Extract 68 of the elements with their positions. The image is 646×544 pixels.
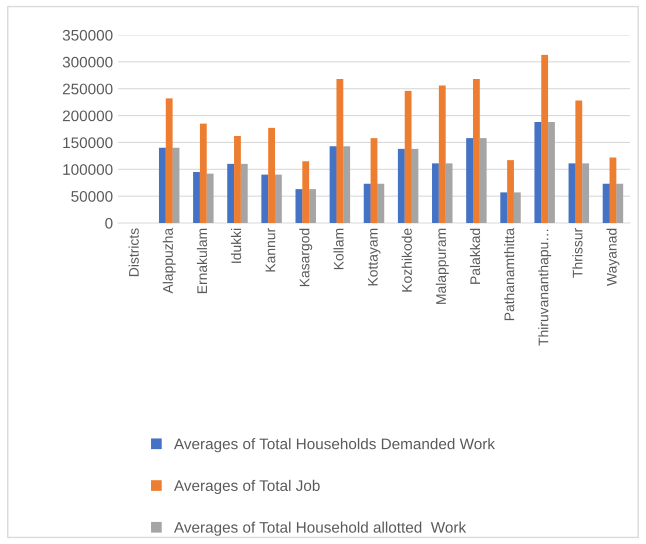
bar [166,98,173,223]
bar [343,146,350,223]
bar [364,184,371,223]
y-tick-label: 100000 [63,164,113,175]
y-tick-label: 200000 [62,110,113,122]
x-tick-label: Thrissur [572,228,583,278]
bar [261,174,268,223]
bar [472,79,480,223]
bar [370,138,378,223]
bar [240,164,248,223]
bar [309,189,316,223]
bar [602,184,610,223]
x-tick-label: Palakkad [470,228,480,284]
y-tick-label: 50000 [71,191,113,202]
y-tick-label: 250000 [62,84,113,94]
bar [336,79,344,223]
bar [377,184,384,223]
bar [158,148,166,223]
bar [541,54,548,223]
bar [234,136,241,223]
bar [507,160,514,223]
x-tick-label: Thiruvananthapu… [538,230,552,346]
x-tick-label: Ernakulam [196,228,208,294]
bar [404,90,412,223]
x-tick-label: Idukki [230,228,242,263]
bar [432,163,439,223]
bar [616,184,624,223]
bar [412,148,418,223]
bar [227,164,234,223]
bar [568,163,576,223]
bar [582,163,590,223]
x-tick-label: Kozhikode [402,228,412,292]
bar [295,189,302,223]
bar [275,174,282,223]
y-tick-label: 150000 [63,137,113,148]
x-tick-label: Kollam [333,228,344,270]
bar [534,122,542,223]
legend-label: Averages of Total Job [174,480,320,494]
bar [575,100,582,223]
bar [438,85,446,223]
x-tick-label: Pathanamthitta [504,228,514,320]
bar [500,192,508,223]
bar [268,128,276,223]
bar [200,124,207,223]
x-tick-label: Malappuram [436,228,449,304]
bar [480,138,487,223]
legend-label: Averages of Total Households Demanded Work [174,438,496,452]
x-tick-label: Districts [128,228,139,276]
bar [193,172,200,223]
x-tick-label: Alappuzha [162,228,176,294]
bar [302,161,310,223]
bar [548,122,555,223]
bar [398,148,405,223]
y-tick-label: 0 [105,218,113,229]
bar [330,146,336,223]
bar [466,138,473,223]
x-tick-label: Kasargod [299,228,312,286]
y-tick-label: 300000 [62,56,113,68]
y-tick-label: 350000 [62,30,113,41]
legend-label: Averages of Total Household allotted Work [174,522,466,536]
bar [206,174,214,223]
x-tick-label: Kannur [266,228,276,272]
x-tick-label: Wayanad [606,228,620,286]
bar [610,157,616,223]
x-tick-label: Kottayam [368,228,380,286]
bar [172,148,180,223]
bar [514,192,521,223]
bar [446,163,453,223]
